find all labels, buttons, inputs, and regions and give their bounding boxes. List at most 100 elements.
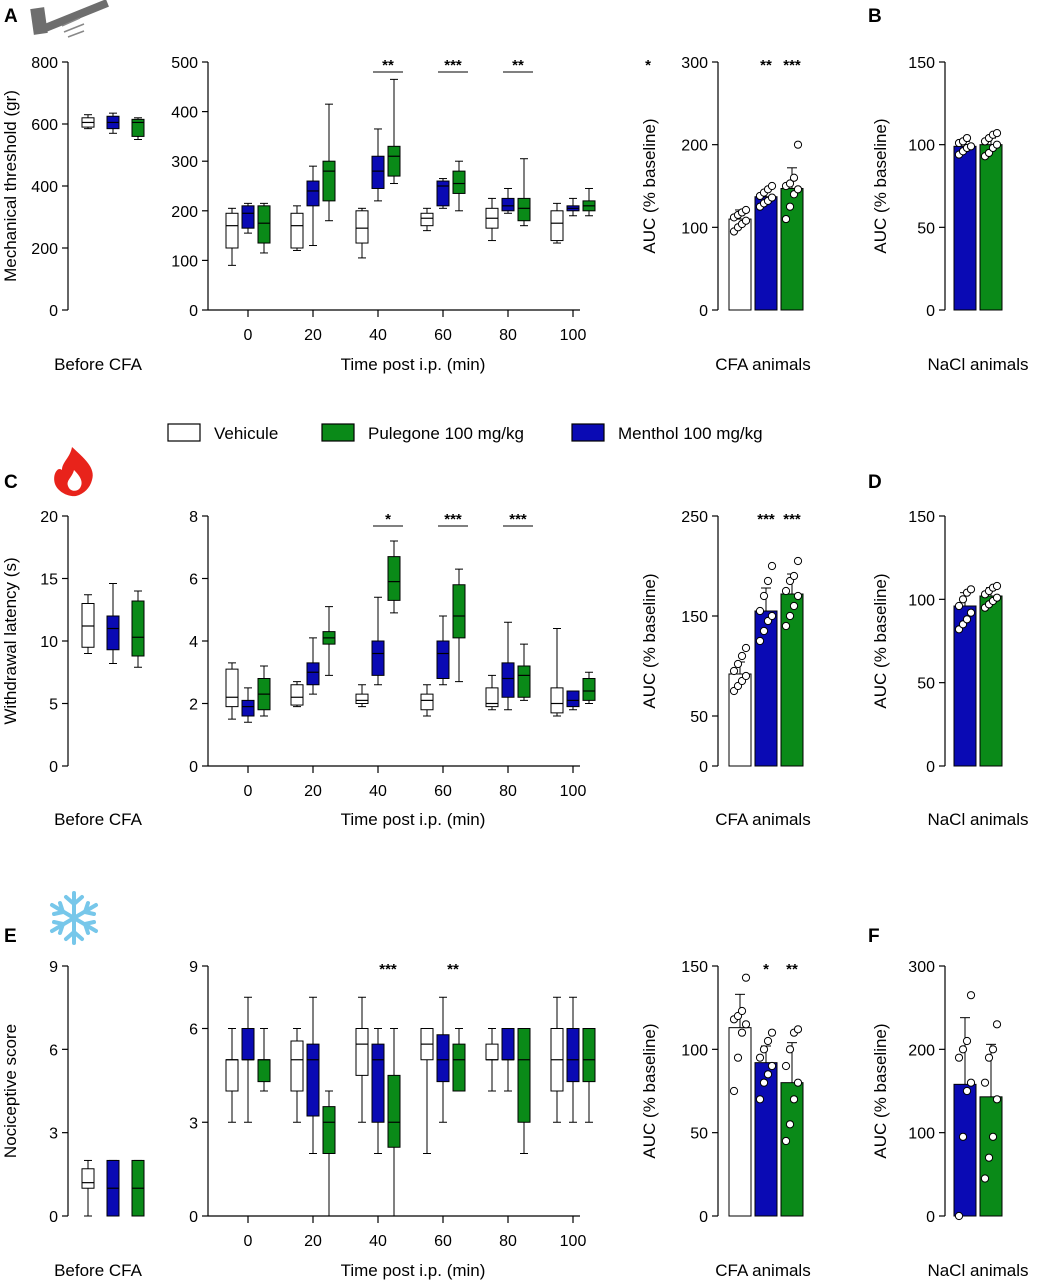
data-point xyxy=(763,1070,773,1079)
data-point xyxy=(980,1174,990,1183)
data-point xyxy=(958,595,968,604)
data-point xyxy=(793,556,803,566)
significance-mark: *** xyxy=(783,57,801,74)
y-tick-label: 0 xyxy=(926,1209,935,1226)
y-tick-label: 20 xyxy=(40,509,58,526)
x-tick-label: 60 xyxy=(434,783,452,800)
box-before-menthol xyxy=(106,112,120,134)
x-tick-label: 0 xyxy=(244,783,253,800)
x-tick-label: 40 xyxy=(369,1233,387,1250)
x-axis-label-auc: CFA animals xyxy=(715,810,810,829)
y-tick-label: 2 xyxy=(189,697,198,714)
box-pulegone-t60 xyxy=(452,160,466,212)
y-tick-label: 0 xyxy=(926,303,935,320)
data-point xyxy=(767,1028,777,1037)
box-iqr xyxy=(306,662,320,686)
data-point xyxy=(781,1136,791,1146)
box-iqr xyxy=(501,1028,515,1061)
significance-mark: * xyxy=(763,961,769,978)
box-iqr xyxy=(290,1040,304,1092)
x-tick-label: 60 xyxy=(434,1233,452,1250)
y-tick-label: 6 xyxy=(189,1022,198,1039)
box-iqr xyxy=(436,180,450,207)
data-point xyxy=(729,1086,739,1096)
box-vehicle-t40 xyxy=(355,207,369,259)
y-tick-label: 0 xyxy=(189,1209,198,1226)
box-iqr xyxy=(501,662,515,698)
significance-mark: *** xyxy=(509,511,527,528)
box-iqr xyxy=(517,197,531,222)
significance-mark: ** xyxy=(447,961,459,978)
box-menthol-t100 xyxy=(566,197,580,217)
data-point xyxy=(992,1095,1002,1104)
legend-swatch-pulegone xyxy=(321,423,355,442)
x-tick-label: 100 xyxy=(560,327,587,344)
significance-mark: ** xyxy=(760,57,772,74)
legend-label-vehicle: Vehicule xyxy=(214,424,278,443)
bar-menthol xyxy=(754,1028,778,1217)
box-iqr xyxy=(420,693,434,711)
box-vehicle-t20 xyxy=(290,205,304,251)
box-iqr xyxy=(452,170,466,194)
y-tick-label: 100 xyxy=(908,592,935,609)
y-tick-label: 150 xyxy=(681,959,708,976)
y-tick-label: 50 xyxy=(917,676,935,693)
box-iqr xyxy=(436,640,450,679)
box-vehicle-t20 xyxy=(290,681,304,708)
data-point xyxy=(767,181,777,191)
x-tick-label: 100 xyxy=(560,1233,587,1250)
data-point xyxy=(785,202,795,211)
data-point xyxy=(966,585,976,594)
x-axis-label-time: Time post i.p. (min) xyxy=(341,1261,486,1280)
legend-label-pulegone: Pulegone 100 mg/kg xyxy=(368,424,524,443)
box-before-vehicle xyxy=(81,594,95,654)
box-menthol-t0 xyxy=(241,687,255,723)
box-menthol-t40 xyxy=(371,596,385,686)
x-axis-label-auc: NaCl animals xyxy=(927,1261,1028,1280)
box-iqr xyxy=(566,1028,580,1083)
box-vehicle-t60 xyxy=(420,1028,434,1154)
data-point xyxy=(755,1095,765,1104)
panel-label-d: D xyxy=(868,472,882,493)
data-point xyxy=(785,611,795,621)
box-iqr xyxy=(387,145,401,177)
bar-vehicle xyxy=(728,205,752,311)
box-iqr xyxy=(225,212,239,249)
box-pulegone-t20 xyxy=(322,1090,336,1217)
box-menthol-t20 xyxy=(306,637,320,695)
significance-mark: *** xyxy=(444,57,462,74)
bar-pulegone xyxy=(780,1025,804,1217)
box-iqr xyxy=(355,210,369,244)
legend-label-menthol: Menthol 100 mg/kg xyxy=(618,424,763,443)
data-point xyxy=(793,591,803,601)
bar-rect xyxy=(953,145,977,311)
y-tick-label: 300 xyxy=(681,55,708,72)
y-tick-label: 8 xyxy=(189,509,198,526)
box-pulegone-t100 xyxy=(582,187,596,217)
box-vehicle-t60 xyxy=(420,684,434,717)
data-point xyxy=(992,581,1002,591)
box-vehicle-t40 xyxy=(355,996,369,1123)
y-tick-label: 150 xyxy=(908,509,935,526)
data-point xyxy=(729,666,739,676)
bar-rect xyxy=(953,1083,977,1217)
significance-mark: *** xyxy=(379,961,397,978)
y-tick-label: 200 xyxy=(31,241,58,258)
box-iqr xyxy=(501,197,515,212)
bar-pulegone xyxy=(979,581,1003,767)
box-pulegone-t0 xyxy=(257,202,271,254)
box-iqr xyxy=(485,1043,499,1061)
data-point xyxy=(737,651,747,661)
data-point xyxy=(962,1036,972,1046)
data-point xyxy=(767,193,777,202)
box-iqr xyxy=(355,693,369,704)
box-iqr xyxy=(387,556,401,601)
y-tick-label: 800 xyxy=(31,55,58,72)
x-axis-label-time: Time post i.p. (min) xyxy=(341,810,486,829)
bar-menthol xyxy=(953,133,977,311)
box-vehicle-t0 xyxy=(225,207,239,266)
box-iqr xyxy=(387,1074,401,1148)
y-axis-label: Withdrawal latency (s) xyxy=(1,557,20,724)
y-tick-label: 50 xyxy=(690,1126,708,1143)
x-tick-label: 20 xyxy=(304,783,322,800)
